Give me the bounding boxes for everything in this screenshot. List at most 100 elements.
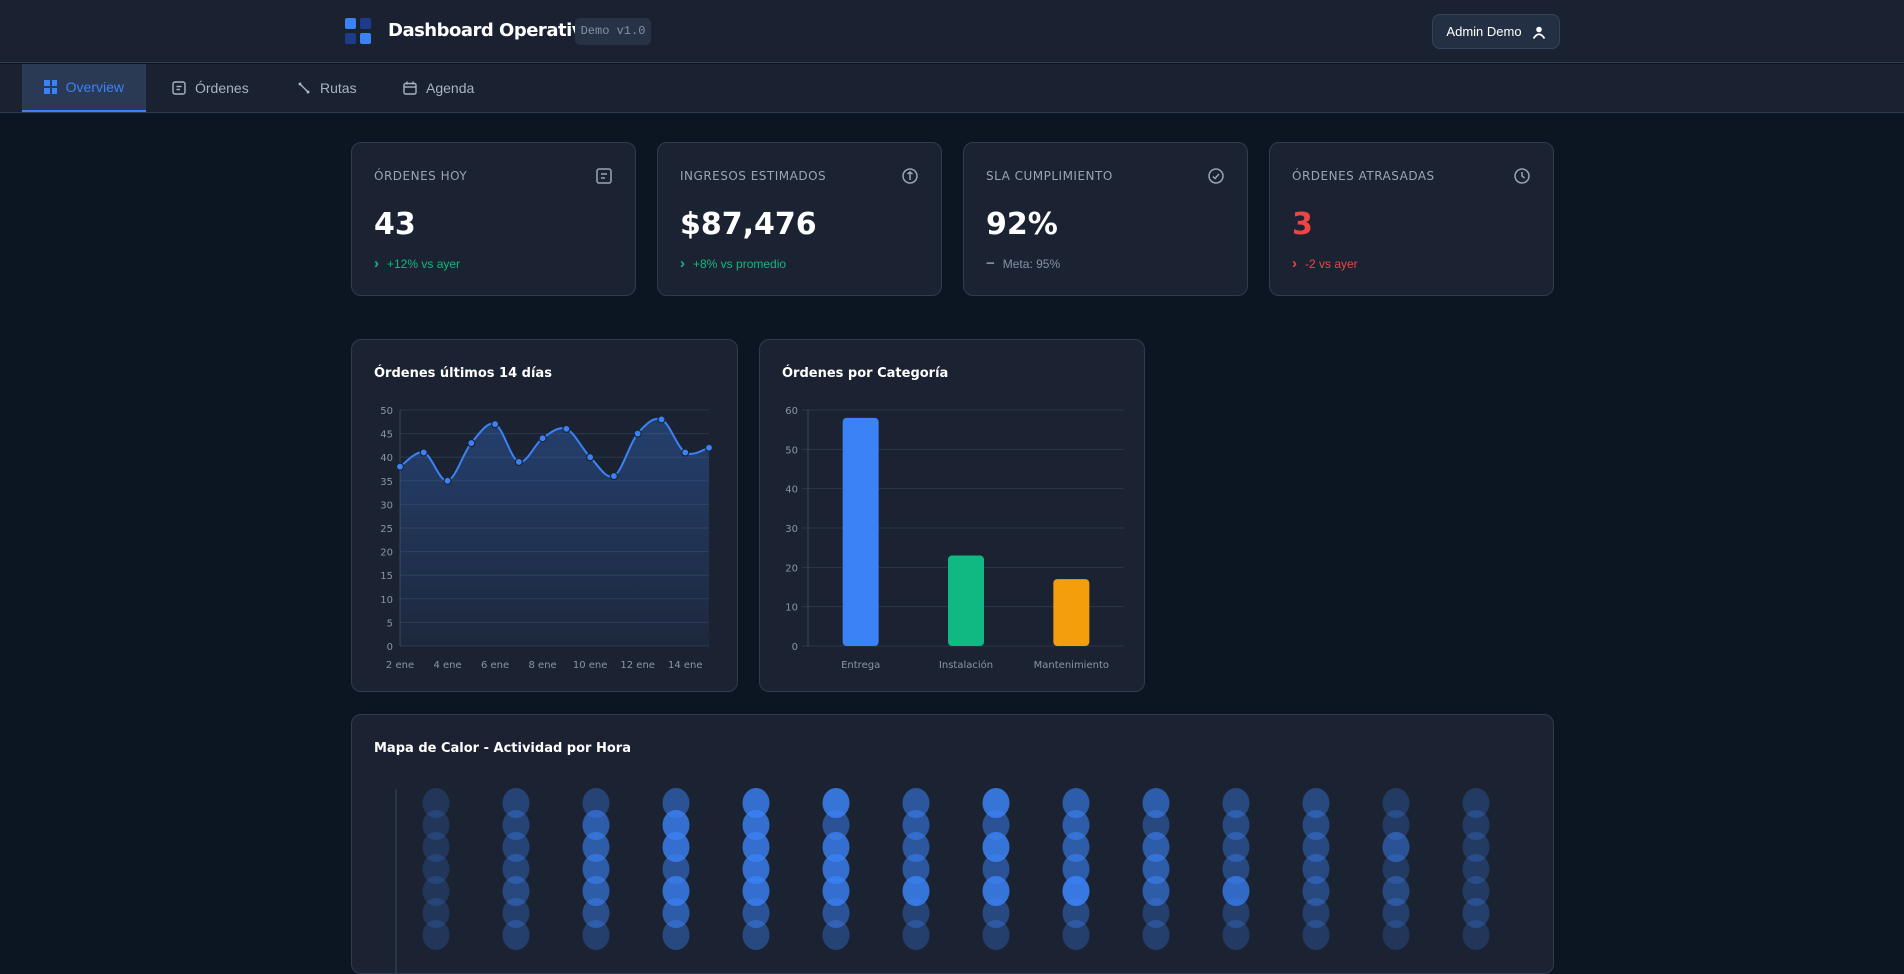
heat-cell (1302, 810, 1330, 840)
trend-icon: › (374, 255, 379, 272)
trend-icon: › (1292, 255, 1297, 272)
app-header: Dashboard Operativo Demo v1.0 Admin Demo (0, 0, 1904, 63)
heat-cell (422, 788, 450, 818)
tab-agenda[interactable]: Agenda (381, 64, 496, 112)
heat-cell (1222, 920, 1250, 950)
heat-cell (1462, 876, 1490, 906)
tab-ordenes[interactable]: Órdenes (150, 64, 271, 112)
y-tick-label: 30 (380, 500, 393, 511)
tab-overview[interactable]: Overview (22, 64, 146, 112)
heat-cell (502, 788, 530, 818)
heat-cell (662, 854, 690, 884)
kpi-ingresos: INGRESOS ESTIMADOS $87,476 › +8% vs prome… (657, 142, 942, 296)
activity-heatmap (395, 788, 1490, 973)
heat-cell (822, 920, 850, 950)
x-tick-label: 8 ene (529, 660, 557, 671)
check-circle-icon (1208, 168, 1224, 184)
card-title: Órdenes por Categoría (782, 366, 949, 381)
trend-icon: − (986, 255, 995, 272)
calendar-icon (403, 81, 417, 95)
user-name: Admin Demo (1446, 24, 1522, 39)
data-point (562, 424, 571, 433)
route-icon (298, 82, 310, 94)
heatmap-card: Mapa de Calor - Actividad por Hora (351, 714, 1554, 974)
y-tick-label: 50 (785, 445, 798, 456)
heat-cell (1302, 854, 1330, 884)
data-point (419, 448, 428, 457)
x-tick-label: 10 ene (573, 660, 608, 671)
heat-cell (822, 810, 850, 840)
kpi-trend-text: +12% vs ayer (387, 256, 461, 271)
document-icon (596, 168, 612, 184)
heat-cell (742, 832, 770, 862)
heat-cell (1382, 832, 1410, 862)
heat-cell (822, 788, 850, 818)
y-tick-label: 5 (387, 618, 393, 629)
heat-cell (1062, 810, 1090, 840)
heat-cell (742, 854, 770, 884)
heat-cell (982, 832, 1010, 862)
kpi-trend: › +8% vs promedio (680, 255, 786, 272)
heat-cell (1142, 788, 1170, 818)
x-tick-label: Entrega (841, 660, 880, 671)
heat-cell (582, 810, 610, 840)
heat-cell (902, 810, 930, 840)
x-tick-label: Mantenimiento (1034, 660, 1109, 671)
heat-cell (502, 920, 530, 950)
y-tick-label: 0 (387, 642, 393, 653)
document-icon (172, 81, 186, 95)
y-tick-label: 10 (785, 603, 798, 614)
heat-cell (1062, 832, 1090, 862)
heat-cell (582, 788, 610, 818)
heat-cell (502, 854, 530, 884)
y-tick-label: 25 (380, 524, 393, 535)
heat-cell (1222, 876, 1250, 906)
y-tick-label: 30 (785, 524, 798, 535)
main-nav: Overview Órdenes Rutas Agenda (0, 64, 1904, 113)
y-tick-label: 60 (785, 406, 798, 417)
heat-cell (1382, 810, 1410, 840)
x-tick-label: 6 ene (481, 660, 509, 671)
heat-cell (1062, 854, 1090, 884)
heat-cell (902, 854, 930, 884)
kpi-label: ÓRDENES HOY (374, 169, 468, 183)
grid-icon (44, 80, 57, 94)
trend-icon: › (680, 255, 685, 272)
x-tick-label: 4 ene (433, 660, 461, 671)
bar (948, 555, 984, 646)
bar (1053, 579, 1090, 646)
heat-cell (582, 854, 610, 884)
data-point (467, 438, 476, 448)
heat-cell (1462, 788, 1490, 818)
heat-cell (1222, 832, 1250, 862)
orders-trend-card: Órdenes últimos 14 días 0 5 10 15 20 25 30 35 40… (351, 339, 738, 692)
dollar-icon (902, 168, 918, 184)
kpi-value: 92% (986, 207, 1058, 242)
heat-cell (422, 854, 450, 884)
heat-cell (1062, 920, 1090, 950)
heat-cell (422, 810, 450, 840)
heat-cell (1222, 810, 1250, 840)
heat-cell (582, 876, 610, 906)
kpi-sla: SLA CUMPLIMIENTO 92% − Meta: 95% (963, 142, 1248, 296)
tab-label: Rutas (320, 80, 357, 96)
category-bar-chart: 0 10 20 30 40 50 60 Entrega Instalación Mantenimi… (785, 406, 1124, 671)
heat-cell (422, 876, 450, 906)
kpi-label: INGRESOS ESTIMADOS (680, 169, 827, 183)
heat-cell (662, 832, 690, 862)
heat-cell (982, 788, 1010, 818)
tab-rutas[interactable]: Rutas (275, 64, 379, 112)
heat-cell (1462, 920, 1490, 950)
heat-cell (1142, 876, 1170, 906)
heat-cell (982, 854, 1010, 884)
kpi-value: 43 (374, 207, 416, 242)
heat-cell (1382, 788, 1410, 818)
heat-cell (742, 876, 770, 906)
kpi-trend: − Meta: 95% (986, 255, 1060, 272)
user-menu-button[interactable]: Admin Demo (1432, 14, 1560, 49)
y-tick-label: 15 (380, 571, 393, 582)
heat-cell (1302, 876, 1330, 906)
kpi-trend-text: +8% vs promedio (693, 256, 787, 271)
data-point (586, 453, 595, 462)
data-point (633, 429, 642, 438)
